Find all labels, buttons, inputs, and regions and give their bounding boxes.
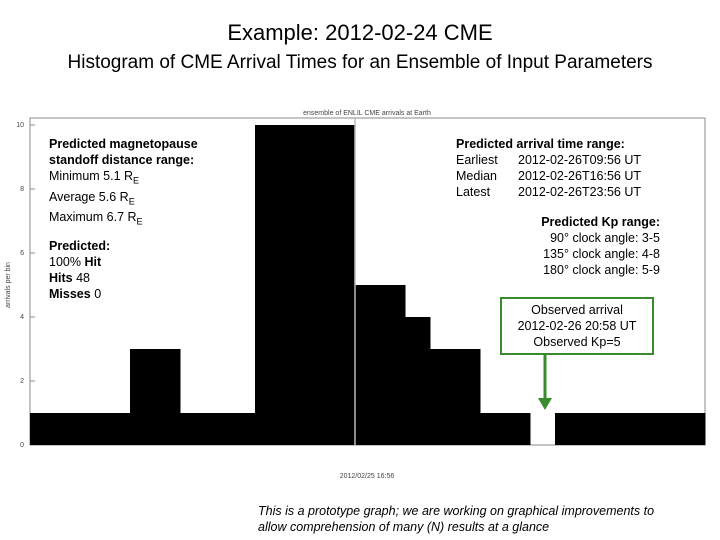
- hit-label: Hits: [49, 271, 73, 285]
- title: Example: 2012-02-24 CME: [227, 20, 493, 45]
- footnote-line: allow comprehension of many (N) results …: [258, 520, 550, 534]
- heading: Predicted magnetopause: [49, 137, 198, 151]
- bar: [155, 349, 181, 445]
- bar: [405, 317, 431, 445]
- subtitle: Histogram of CME Arrival Times for an En…: [67, 52, 653, 73]
- observed-line: Observed Kp=5: [533, 335, 621, 349]
- hit-label: 100%: [49, 255, 81, 269]
- bar: [130, 349, 156, 445]
- range-sub: E: [133, 175, 140, 186]
- arrival-time: 2012-02-26T23:56 UT: [518, 185, 641, 199]
- kp-box: Predicted Kp range: 90° clock angle: 3-5…: [518, 211, 664, 281]
- range-sub: E: [128, 196, 135, 206]
- y-tick-label: 8: [20, 186, 24, 193]
- y-label: arrivals per bin: [5, 262, 12, 308]
- heading: Predicted Kp range:: [541, 215, 660, 229]
- observed-line: 2012-02-26 20:58 UT: [517, 319, 637, 333]
- hit-label: Misses: [49, 287, 91, 301]
- y-tick-label: 10: [16, 122, 24, 129]
- x-label: 2012/02/25 16:56: [340, 473, 395, 480]
- bar: [55, 413, 81, 445]
- bar: [605, 413, 631, 445]
- arrival-time: 2012-02-26T09:56 UT: [518, 153, 641, 167]
- arrival-label: Earliest: [456, 153, 498, 167]
- range-text: Average 5.6 R: [49, 189, 129, 204]
- bar: [555, 413, 581, 445]
- bar: [655, 413, 681, 445]
- range-sub: E: [136, 216, 143, 227]
- observed-line: Observed arrival: [531, 303, 623, 317]
- bar: [455, 349, 481, 445]
- kp-line: 90° clock angle: 3-5: [550, 231, 660, 245]
- bar: [330, 125, 356, 445]
- range-line: Average 5.6 RE: [49, 189, 231, 210]
- hits-box: Predicted: 100% Hit Hits 48 Misses 0: [45, 235, 151, 305]
- bar: [230, 413, 256, 445]
- bar: [80, 413, 106, 445]
- arrival-box: Predicted arrival time range: Earliest 20…: [452, 133, 666, 203]
- arrival-row: Earliest 2012-02-26T09:56 UT: [456, 152, 662, 168]
- footnote: This is a prototype graph; we are workin…: [258, 503, 654, 535]
- bar: [580, 413, 606, 445]
- y-tick-label: 4: [20, 314, 24, 321]
- y-tick-label: 2: [20, 378, 24, 385]
- plot-title: ensemble of ENLIL CME arrivals at Earth: [303, 110, 431, 117]
- arrival-label: Latest: [456, 185, 491, 199]
- bar: [305, 125, 331, 445]
- kp-line: 135° clock angle: 4-8: [543, 247, 660, 261]
- bar: [480, 413, 506, 445]
- bar: [255, 125, 281, 445]
- arrival-row: Median 2012-02-26T16:56 UT: [456, 168, 662, 184]
- bar: [380, 285, 406, 445]
- hit-line: 100% Hit: [49, 254, 147, 270]
- range-text: Maximum 6.7 R: [49, 210, 137, 224]
- heading: standoff distance range:: [49, 153, 195, 167]
- footnote-line: This is a prototype graph; we are workin…: [258, 504, 655, 518]
- bar: [280, 125, 306, 445]
- observed-box: Observed arrival 2012-02-26 20:58 UT Obser…: [500, 297, 654, 355]
- heading: Predicted arrival time range:: [456, 137, 625, 151]
- range-line: Minimum 5.1 RE: [49, 168, 231, 189]
- kp-line: 180° clock angle: 5-9: [543, 263, 660, 277]
- bar: [505, 413, 531, 445]
- y-tick-label: 0: [20, 442, 24, 449]
- bar: [355, 285, 381, 445]
- bar: [205, 413, 231, 445]
- range-text: Minimum 5.1 R: [49, 169, 134, 183]
- bar: [30, 413, 56, 445]
- range-line: Maximum 6.7 RE: [49, 209, 231, 230]
- y-tick-label: 6: [20, 250, 24, 257]
- bar: [105, 413, 131, 445]
- bar: [430, 349, 456, 445]
- hit-value: 48: [76, 271, 91, 285]
- magnetopause-box: Predicted magnetopause standoff distance …: [45, 133, 235, 233]
- bar: [180, 413, 206, 445]
- hit-value: 0: [94, 287, 102, 301]
- arrival-row: Latest 2012-02-26T23:56 UT: [456, 184, 662, 200]
- hit-value: Hit: [84, 255, 102, 269]
- bar: [680, 413, 706, 445]
- bar: [630, 413, 656, 445]
- hit-line: Misses 0: [49, 286, 147, 302]
- heading: Predicted:: [49, 239, 111, 253]
- arrival-time: 2012-02-26T16:56 UT: [518, 169, 641, 183]
- arrival-label: Median: [456, 169, 497, 183]
- hit-line: Hits 48: [49, 270, 147, 286]
